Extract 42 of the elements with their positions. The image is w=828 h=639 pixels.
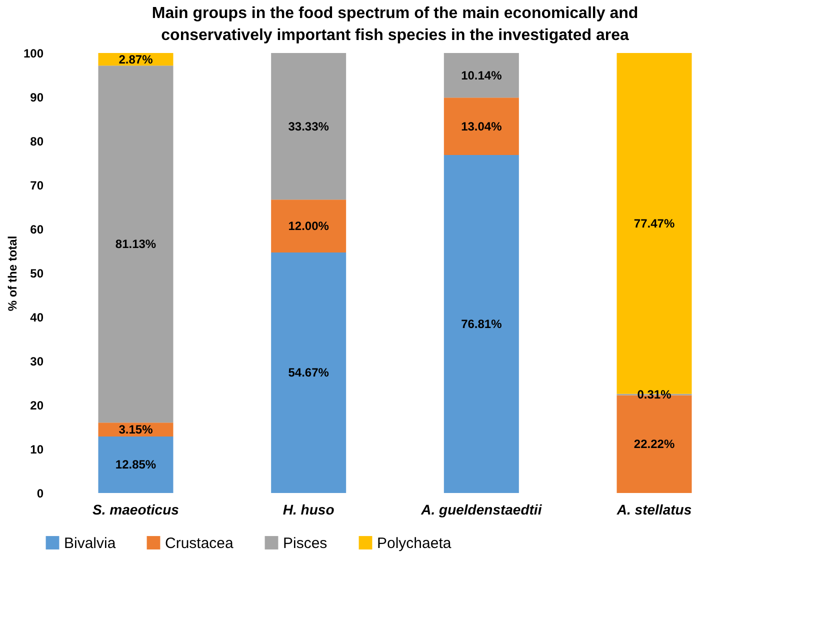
- data-label: 3.15%: [118, 422, 154, 437]
- y-tick-label: 60: [30, 222, 44, 236]
- legend-label: Crustacea: [165, 534, 234, 552]
- x-tick-label: A. stellatus: [616, 502, 692, 518]
- data-label: 33.33%: [288, 119, 330, 134]
- legend-label: Polychaeta: [377, 534, 452, 552]
- data-label: 12.00%: [288, 219, 330, 234]
- y-tick-label: 80: [30, 134, 44, 148]
- chart-title: Main groups in the food spectrum of the main economically and conservatively important fish species in the investigated area: [152, 5, 638, 44]
- bar: [444, 98, 519, 156]
- y-tick-label: 10: [30, 442, 44, 456]
- data-label: 2.87%: [118, 52, 154, 66]
- y-tick-label: 40: [30, 310, 44, 324]
- bar: [444, 53, 519, 98]
- data-label: 76.81%: [461, 317, 502, 332]
- y-tick-label: 30: [30, 354, 44, 368]
- y-tick-label: 100: [23, 46, 44, 60]
- bar: [98, 436, 174, 493]
- bar: [271, 53, 346, 200]
- y-tick-label: 70: [30, 178, 44, 192]
- data-label: 77.47%: [634, 216, 675, 230]
- data-label: 10.14%: [461, 68, 502, 82]
- y-axis-title: % of the total: [5, 236, 20, 312]
- data-label: 12.85%: [115, 458, 156, 472]
- y-tick-label: 90: [30, 90, 44, 104]
- data-label: 22.22%: [634, 437, 675, 452]
- y-tick-label: 20: [30, 398, 44, 412]
- data-label: 0.31%: [637, 388, 672, 402]
- x-tick-label: S. maeoticus: [92, 502, 180, 518]
- data-label: 54.67%: [288, 366, 330, 380]
- bar: [98, 66, 174, 423]
- bar: [271, 200, 346, 252]
- bar: [271, 252, 346, 493]
- legend-label: Bivalvia: [64, 534, 116, 552]
- x-tick-label: H. huso: [282, 502, 335, 518]
- x-tick-label: A. gueldenstaedtii: [420, 502, 543, 518]
- data-label: 81.13%: [115, 237, 156, 252]
- bar: [444, 155, 519, 493]
- legend-label: Pisces: [283, 534, 328, 552]
- y-tick-label: 50: [30, 266, 44, 280]
- y-tick-label: 0: [36, 486, 44, 500]
- data-label: 13.04%: [461, 119, 502, 134]
